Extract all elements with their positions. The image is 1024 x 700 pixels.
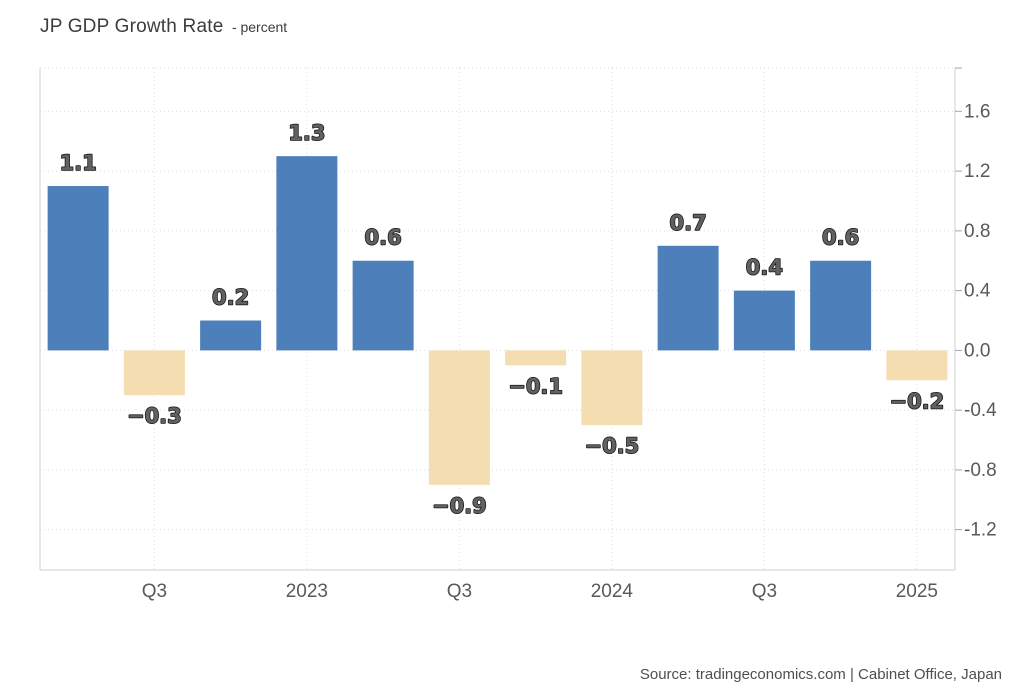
bar-value-label: 0.6 — [365, 226, 402, 250]
x-axis-tick-label: Q3 — [142, 581, 167, 602]
y-axis-tick-label: 1.2 — [964, 161, 990, 182]
negative-bar[interactable] — [886, 350, 948, 381]
positive-bar[interactable] — [352, 260, 414, 351]
bar-value-label: −0.2 — [889, 389, 944, 413]
x-axis-tick-label: Q3 — [752, 581, 777, 602]
source-attribution: Source: tradingeconomics.com | Cabinet O… — [639, 666, 1002, 683]
positive-bar[interactable] — [276, 156, 338, 351]
x-axis-tick-label: Q3 — [447, 581, 472, 602]
y-axis-tick-label: -1.2 — [964, 520, 997, 541]
x-axis-tick-label: 2024 — [591, 581, 634, 602]
positive-bar[interactable] — [200, 320, 262, 351]
bar-value-label: −0.5 — [584, 434, 639, 458]
y-axis-tick-label: 0.0 — [964, 340, 990, 361]
bar-value-label: 1.1 — [60, 151, 97, 175]
positive-bar[interactable] — [47, 186, 109, 351]
bar-value-label: 0.2 — [212, 285, 249, 309]
bar-value-label: 0.7 — [670, 211, 707, 235]
bar-value-label: 0.4 — [746, 256, 783, 280]
y-axis-tick-label: 1.6 — [964, 101, 990, 122]
positive-bar[interactable] — [733, 290, 795, 351]
y-axis-tick-label: 0.4 — [964, 281, 991, 302]
negative-bar[interactable] — [428, 350, 490, 485]
negative-bar[interactable] — [581, 350, 643, 426]
y-axis-tick-label: -0.4 — [964, 400, 997, 421]
x-axis-tick-label: 2023 — [286, 581, 328, 602]
x-axis-tick-label: 2025 — [896, 581, 938, 602]
chart-header: JP GDP Growth Rate - percent — [40, 16, 287, 38]
chart-title: JP GDP Growth Rate — [40, 16, 224, 37]
y-axis-tick-label: 0.8 — [964, 221, 990, 242]
bar-value-label: 0.6 — [822, 226, 859, 250]
positive-bar[interactable] — [657, 245, 719, 351]
bar-value-label: −0.1 — [508, 374, 563, 398]
negative-bar[interactable] — [505, 350, 567, 366]
y-axis-tick-label: -0.8 — [964, 460, 997, 481]
chart-subtitle: - percent — [231, 19, 288, 35]
bar-value-label: −0.3 — [127, 404, 182, 428]
bar-value-label: 1.3 — [288, 121, 325, 145]
negative-bar[interactable] — [123, 350, 185, 396]
positive-bar[interactable] — [810, 260, 872, 351]
bar-value-label: −0.9 — [432, 494, 487, 518]
